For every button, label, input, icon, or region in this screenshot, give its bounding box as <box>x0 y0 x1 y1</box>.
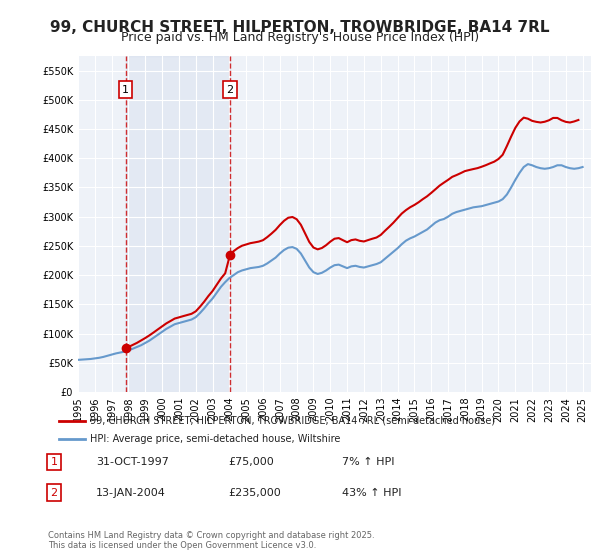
Bar <box>125 56 230 392</box>
Text: Contains HM Land Registry data © Crown copyright and database right 2025.
This d: Contains HM Land Registry data © Crown c… <box>48 530 374 550</box>
Text: 99, CHURCH STREET, HILPERTON, TROWBRIDGE, BA14 7RL: 99, CHURCH STREET, HILPERTON, TROWBRIDGE… <box>50 20 550 35</box>
Text: £235,000: £235,000 <box>228 488 281 498</box>
Text: 13-JAN-2004: 13-JAN-2004 <box>96 488 166 498</box>
Text: HPI: Average price, semi-detached house, Wiltshire: HPI: Average price, semi-detached house,… <box>90 434 341 444</box>
Text: 31-OCT-1997: 31-OCT-1997 <box>96 457 169 467</box>
Text: 2: 2 <box>50 488 58 498</box>
Text: 1: 1 <box>122 85 129 95</box>
Text: £75,000: £75,000 <box>228 457 274 467</box>
Text: Price paid vs. HM Land Registry's House Price Index (HPI): Price paid vs. HM Land Registry's House … <box>121 31 479 44</box>
Text: 43% ↑ HPI: 43% ↑ HPI <box>342 488 401 498</box>
Text: 2: 2 <box>226 85 233 95</box>
Text: 1: 1 <box>50 457 58 467</box>
Text: 7% ↑ HPI: 7% ↑ HPI <box>342 457 395 467</box>
Text: 99, CHURCH STREET, HILPERTON, TROWBRIDGE, BA14 7RL (semi-detached house): 99, CHURCH STREET, HILPERTON, TROWBRIDGE… <box>90 416 496 426</box>
